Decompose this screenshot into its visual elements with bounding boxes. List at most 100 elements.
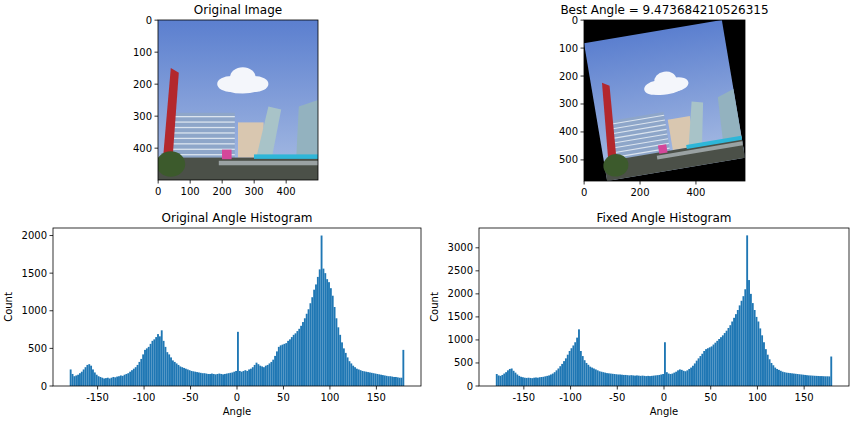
histogram-bar: [666, 372, 668, 386]
histogram-bar: [731, 322, 733, 386]
histogram-bar: [533, 378, 535, 386]
histogram-bar: [810, 375, 812, 386]
x-tick: [804, 386, 805, 390]
histogram-bar: [733, 318, 735, 386]
axes-frame: [584, 20, 745, 181]
building-stripe: [171, 121, 235, 122]
x-tick-label: 300: [245, 186, 264, 197]
histogram-bar: [686, 370, 688, 386]
histogram-bar: [224, 374, 226, 386]
histogram-bar: [722, 335, 724, 386]
histogram-bar: [752, 303, 754, 386]
histogram-bar: [630, 375, 632, 386]
building-stripe: [610, 119, 665, 129]
building-stripe: [171, 127, 235, 128]
histogram-bar: [696, 361, 698, 386]
poster: [222, 150, 232, 160]
histogram-bar: [362, 371, 364, 386]
x-tick-label: 0: [155, 186, 161, 197]
histogram-bar: [806, 375, 808, 386]
histogram-bar: [772, 365, 774, 386]
histogram-bar: [802, 375, 804, 386]
histogram-bar: [544, 376, 546, 386]
histogram-bar: [746, 235, 748, 386]
y-tick: [581, 131, 585, 132]
histogram-bar: [244, 370, 246, 386]
histogram-bar: [332, 296, 334, 386]
histogram-bar: [694, 363, 696, 386]
histogram-bar: [315, 284, 317, 386]
x-tick: [254, 180, 255, 184]
histogram-bar: [391, 377, 393, 386]
histogram-bar: [582, 356, 584, 386]
histogram-bar: [791, 373, 793, 386]
y-tick: [50, 235, 54, 236]
image-axes: 02004000100200300400500Best Angle = 9.47…: [559, 3, 769, 198]
histogram-bar: [321, 236, 323, 386]
x-tick: [640, 181, 641, 185]
histogram-bar: [559, 366, 561, 386]
histogram-bar: [384, 375, 386, 386]
histogram-bar: [604, 373, 606, 386]
histogram-bar: [183, 368, 185, 386]
histogram-bar: [375, 374, 377, 386]
histogram-bar: [259, 366, 261, 386]
histogram-bar: [194, 372, 196, 386]
photo-rotated: [584, 20, 745, 181]
histogram-bar: [269, 363, 271, 386]
histogram-bar: [81, 372, 83, 386]
histogram-bar: [146, 348, 148, 386]
histogram-bar: [518, 376, 520, 386]
x-tick-label: 150: [367, 392, 386, 403]
histogram-bar: [612, 374, 614, 386]
histogram-bar: [129, 372, 131, 386]
histogram-bar: [729, 325, 731, 386]
histogram-bar: [675, 372, 677, 386]
histogram-bar: [655, 375, 657, 386]
histogram-bar: [511, 368, 513, 386]
histogram-bar: [621, 375, 623, 386]
histogram-bar: [567, 355, 569, 386]
histogram-bar: [576, 338, 578, 386]
histogram-bar: [101, 378, 103, 386]
histogram-bar: [771, 363, 773, 386]
sky: [584, 20, 745, 181]
histogram-bar: [496, 374, 498, 386]
histogram-bar: [623, 375, 625, 386]
histogram-bar: [293, 335, 295, 386]
y-tick: [476, 316, 480, 317]
histogram-bar: [358, 369, 360, 386]
histogram-bar: [784, 372, 786, 386]
histogram-bar: [541, 377, 543, 386]
histogram-bar: [797, 374, 799, 386]
histogram-bar: [349, 361, 351, 386]
histogram-bar: [600, 372, 602, 386]
histogram-bar: [713, 345, 715, 386]
histogram-bar: [679, 369, 681, 386]
histogram-bar: [750, 294, 752, 386]
histogram-bar: [261, 366, 263, 386]
x-tick: [584, 181, 585, 185]
histogram-bar: [578, 329, 580, 386]
y-tick: [581, 159, 585, 160]
x-tick: [664, 386, 665, 390]
histogram-bar: [222, 374, 224, 386]
histogram-bar: [716, 341, 718, 386]
y-tick-label: 500: [454, 357, 473, 368]
title: Best Angle = 9.473684210526315: [560, 3, 768, 17]
histogram-bar: [778, 370, 780, 386]
histogram-bar: [552, 374, 554, 386]
histogram-bar: [204, 373, 206, 386]
histogram-bar: [179, 366, 181, 386]
histogram-bar: [698, 358, 700, 386]
histogram-bar: [343, 348, 345, 386]
y-tick-label: 1000: [22, 305, 47, 316]
y-tick-label: 400: [133, 143, 152, 154]
title: Original Image: [194, 3, 282, 17]
histogram-bar: [557, 368, 559, 386]
histogram-bar: [92, 369, 94, 386]
histogram-bar: [295, 333, 297, 386]
histogram-bar: [728, 328, 730, 386]
histogram-bar: [174, 362, 176, 386]
histogram-bar: [701, 354, 703, 386]
